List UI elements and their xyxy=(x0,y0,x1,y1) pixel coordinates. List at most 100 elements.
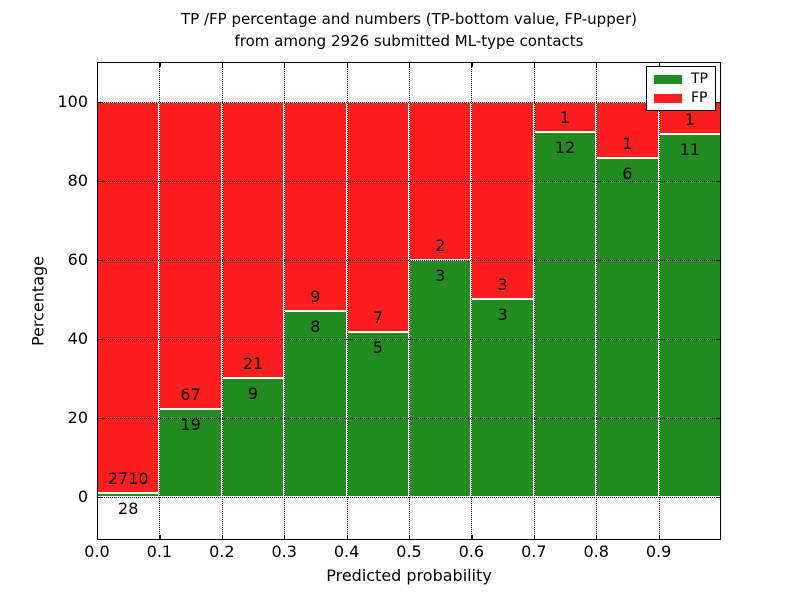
bar-segment-fp xyxy=(346,101,409,332)
x-tick-label: 0.2 xyxy=(209,542,235,561)
bar-segment-fp xyxy=(221,101,285,379)
legend-row: FP xyxy=(654,91,708,105)
bar-segment-fp xyxy=(97,101,160,493)
fp-count-label: 1 xyxy=(684,110,695,130)
x-tick-label: 0.3 xyxy=(271,542,297,561)
x-tick-label: 0.8 xyxy=(583,542,609,561)
gridline-vertical xyxy=(658,62,660,540)
y-tick-mark-right xyxy=(716,101,721,103)
x-tick-mark-top xyxy=(533,62,535,67)
x-tick-label: 0.0 xyxy=(84,542,110,561)
legend-row: TP xyxy=(654,72,708,86)
fp-count-label: 1 xyxy=(622,133,633,153)
bar-segment-tp xyxy=(409,259,472,497)
gridline-vertical xyxy=(221,62,223,540)
chart-title-line2: from among 2926 submitted ML-type contac… xyxy=(234,32,584,50)
fp-count-label: 2 xyxy=(435,235,446,255)
chart-title: TP /FP percentage and numbers (TP-bottom… xyxy=(97,8,721,52)
x-axis-label: Predicted probability xyxy=(326,566,492,585)
legend-swatch-fp-icon xyxy=(654,93,682,103)
x-tick-mark-top xyxy=(596,62,598,67)
x-tick-mark xyxy=(346,535,348,540)
tp-count-label: 8 xyxy=(310,316,321,336)
y-tick-label: 40 xyxy=(67,328,88,348)
gridline-vertical xyxy=(284,62,286,540)
y-tick-mark-right xyxy=(716,338,721,340)
x-tick-label: 0.9 xyxy=(645,542,672,561)
tp-count-label: 9 xyxy=(247,384,259,404)
legend: TP FP xyxy=(646,66,716,111)
fp-count-label: 9 xyxy=(310,286,321,306)
bar-segment-tp xyxy=(471,299,534,497)
y-tick-mark-right xyxy=(716,496,721,498)
y-axis-label: Percentage xyxy=(28,255,48,347)
x-tick-mark-top xyxy=(284,62,286,67)
x-tick-mark xyxy=(221,535,223,540)
x-tick-label: 0.4 xyxy=(333,542,360,561)
bar-segment-tp xyxy=(346,331,409,497)
legend-label-tp: TP xyxy=(691,71,708,87)
tp-count-label: 11 xyxy=(679,140,700,160)
tp-count-label: 28 xyxy=(118,498,139,518)
gridline-horizontal xyxy=(97,338,721,340)
x-tick-mark-top xyxy=(221,62,223,67)
fp-count-label: 3 xyxy=(497,275,508,295)
x-tick-mark-top xyxy=(97,62,99,67)
x-tick-mark xyxy=(159,535,161,540)
y-tick-label: 20 xyxy=(67,407,88,427)
fp-count-label: 21 xyxy=(242,354,264,374)
gridline-vertical xyxy=(346,62,348,540)
x-tick-label: 0.6 xyxy=(458,542,485,561)
y-tick-label: 0 xyxy=(77,486,88,506)
x-tick-mark-top xyxy=(346,62,348,67)
x-tick-mark xyxy=(596,535,598,540)
tp-count-label: 19 xyxy=(180,415,201,435)
gridline-horizontal xyxy=(97,101,721,103)
bar-segment-fp xyxy=(471,101,534,300)
gridline-horizontal xyxy=(97,180,721,182)
x-tick-mark xyxy=(97,535,99,540)
chart-title-line1: TP /FP percentage and numbers (TP-bottom… xyxy=(181,10,637,28)
y-tick-mark xyxy=(97,101,102,103)
plot-area: 2710 28 67 19 21 9 9 8 7 5 2 3 3 3 1 12 1 6 1 11 xyxy=(97,62,721,540)
x-tick-mark-top xyxy=(471,62,473,67)
y-tick-mark-right xyxy=(716,180,721,182)
y-tick-label: 80 xyxy=(67,170,88,190)
gridline-horizontal xyxy=(97,259,721,261)
x-tick-label: 0.7 xyxy=(521,542,547,561)
y-tick-mark xyxy=(97,259,102,261)
fp-count-label: 7 xyxy=(372,307,383,327)
fp-count-label: 2710 xyxy=(107,468,149,488)
x-tick-mark xyxy=(658,535,660,540)
y-tick-mark xyxy=(97,180,102,182)
bar-segment-fp xyxy=(159,101,222,410)
y-tick-mark-right xyxy=(716,417,721,419)
x-tick-mark xyxy=(284,535,286,540)
x-tick-label: 0.1 xyxy=(146,542,173,561)
legend-label-fp: FP xyxy=(691,90,708,106)
tp-count-label: 5 xyxy=(372,337,383,357)
x-tick-mark xyxy=(533,535,535,540)
gridline-vertical xyxy=(471,62,473,540)
bar-segment-tp xyxy=(284,310,347,497)
gridline-horizontal xyxy=(97,417,721,419)
y-tick-mark xyxy=(97,417,102,419)
gridline-vertical xyxy=(159,62,161,540)
bar-segment-tp xyxy=(658,134,721,497)
x-tick-mark xyxy=(409,535,411,540)
x-tick-mark-top xyxy=(658,62,660,67)
gridline-vertical xyxy=(596,62,598,540)
y-tick-mark xyxy=(97,496,102,498)
bar-segment-tp xyxy=(596,157,659,497)
y-tick-label: 100 xyxy=(57,91,88,111)
y-tick-mark xyxy=(97,338,102,340)
bar-segment-tp xyxy=(533,131,597,497)
tp-count-label: 3 xyxy=(435,265,446,285)
y-tick-label: 60 xyxy=(67,249,88,269)
gridline-vertical xyxy=(409,62,410,540)
gridline-vertical xyxy=(533,62,535,540)
tp-count-label: 12 xyxy=(554,137,576,157)
x-tick-mark-top xyxy=(159,62,161,67)
tp-count-label: 3 xyxy=(497,305,508,325)
